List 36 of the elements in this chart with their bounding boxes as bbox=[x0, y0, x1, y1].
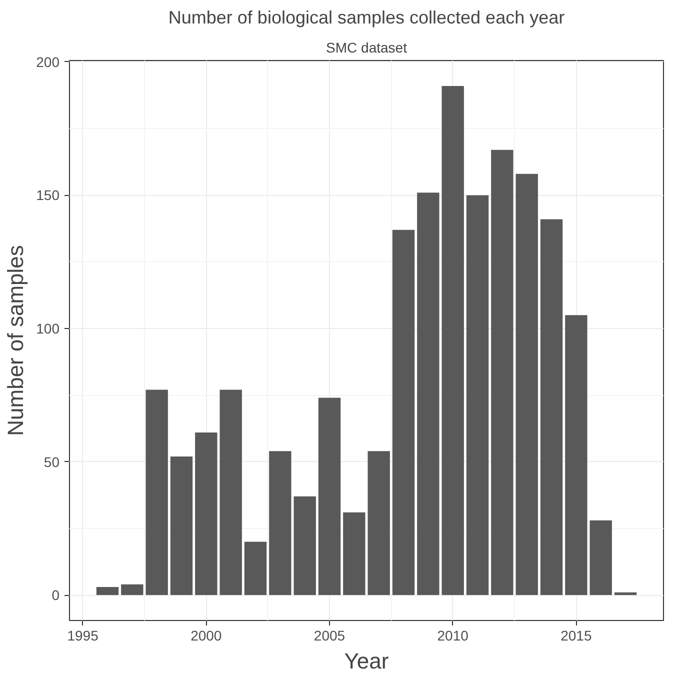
x-tick-label: 2015 bbox=[560, 628, 592, 644]
bar bbox=[491, 150, 514, 596]
y-tick-label: 200 bbox=[36, 54, 60, 70]
y-tick-label: 100 bbox=[36, 320, 60, 337]
bar bbox=[96, 587, 119, 596]
bar bbox=[417, 192, 440, 596]
bar bbox=[343, 512, 366, 596]
bar bbox=[590, 520, 612, 596]
bar bbox=[368, 451, 390, 596]
bar bbox=[121, 584, 144, 596]
bar bbox=[442, 86, 464, 596]
bar bbox=[318, 398, 341, 596]
bar bbox=[392, 230, 415, 596]
bar bbox=[565, 315, 588, 596]
bar bbox=[540, 219, 563, 596]
x-tick-label: 2010 bbox=[437, 628, 469, 644]
y-tick-label: 150 bbox=[36, 187, 60, 204]
x-axis-title: Year bbox=[344, 648, 389, 674]
bar bbox=[244, 542, 267, 596]
y-axis-title: Number of samples bbox=[3, 245, 28, 436]
x-tick-label: 2000 bbox=[190, 628, 222, 644]
bar bbox=[146, 390, 168, 596]
bar bbox=[195, 432, 218, 596]
bar bbox=[170, 456, 193, 596]
bar bbox=[269, 451, 292, 596]
bar bbox=[516, 174, 538, 596]
bar bbox=[466, 195, 489, 596]
bar bbox=[294, 496, 316, 596]
bar bbox=[614, 592, 637, 596]
y-tick-label: 50 bbox=[44, 454, 60, 470]
x-tick-label: 2005 bbox=[314, 628, 346, 644]
y-tick-label: 0 bbox=[52, 587, 60, 604]
chart-title: Number of biological samples collected each year bbox=[168, 8, 565, 28]
x-tick-label: 1995 bbox=[67, 628, 99, 644]
chart-subtitle: SMC dataset bbox=[326, 40, 408, 56]
bar bbox=[220, 390, 242, 596]
